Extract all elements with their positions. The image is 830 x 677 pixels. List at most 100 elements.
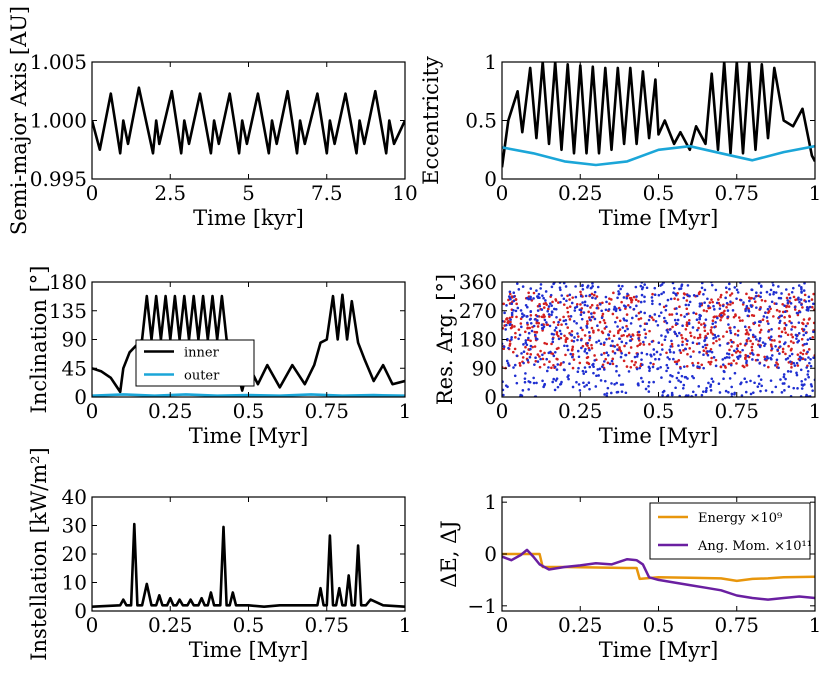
scatter-point-argument-1 <box>798 300 801 304</box>
scatter-point-argument-2 <box>513 325 516 328</box>
scatter-point-argument-1 <box>532 376 535 380</box>
scatter-point-argument-2 <box>603 327 607 330</box>
scatter-point-argument-1 <box>739 382 742 386</box>
scatter-point-argument-1 <box>631 316 634 320</box>
scatter-point-argument-2 <box>592 331 595 334</box>
scatter-point-argument-1 <box>619 383 623 386</box>
scatter-point-argument-2 <box>515 315 518 319</box>
scatter-point-argument-2 <box>529 353 533 356</box>
scatter-point-argument-1 <box>540 308 544 311</box>
scatter-point-argument-1 <box>639 324 642 328</box>
scatter-point-argument-1 <box>535 337 539 341</box>
scatter-point-argument-1 <box>617 374 621 377</box>
scatter-point-argument-1 <box>742 301 745 304</box>
scatter-point-argument-1 <box>812 302 815 306</box>
scatter-point-argument-1 <box>727 390 730 394</box>
scatter-point-argument-1 <box>701 390 705 393</box>
scatter-point-argument-1 <box>695 294 699 298</box>
scatter-point-argument-2 <box>739 342 742 346</box>
scatter-point-argument-1 <box>529 344 533 348</box>
scatter-point-argument-1 <box>698 304 702 308</box>
scatter-point-argument-2 <box>650 316 654 319</box>
scatter-point-argument-1 <box>811 389 814 392</box>
scatter-point-argument-1 <box>746 354 750 358</box>
scatter-point-argument-2 <box>611 312 615 316</box>
scatter-point-argument-1 <box>562 297 566 301</box>
scatter-point-argument-2 <box>626 334 629 338</box>
scatter-point-argument-1 <box>550 285 554 289</box>
y-axis-label: Inclination [°] <box>27 266 51 414</box>
scatter-point-argument-2 <box>790 333 793 336</box>
scatter-point-argument-1 <box>745 304 749 308</box>
scatter-point-argument-1 <box>550 304 554 307</box>
scatter-point-argument-2 <box>699 323 703 326</box>
scatter-point-argument-1 <box>777 366 780 370</box>
scatter-point-argument-1 <box>566 375 569 379</box>
scatter-point-argument-2 <box>757 294 760 298</box>
scatter-point-argument-1 <box>756 358 759 362</box>
scatter-point-argument-1 <box>555 315 558 319</box>
scatter-point-argument-1 <box>628 305 632 309</box>
x-tick-label: 0.75 <box>714 613 759 637</box>
scatter-point-argument-1 <box>613 351 617 355</box>
scatter-point-argument-2 <box>566 310 570 314</box>
scatter-point-argument-1 <box>600 353 603 356</box>
scatter-point-argument-1 <box>572 319 576 323</box>
scatter-point-argument-1 <box>695 318 699 322</box>
scatter-point-argument-1 <box>675 312 679 316</box>
scatter-point-argument-2 <box>552 320 556 324</box>
scatter-point-argument-1 <box>624 391 628 395</box>
scatter-point-argument-1 <box>764 311 767 315</box>
scatter-point-argument-1 <box>671 393 674 397</box>
scatter-point-argument-1 <box>608 362 612 366</box>
scatter-point-argument-1 <box>538 304 542 308</box>
scatter-point-argument-2 <box>592 311 596 315</box>
scatter-point-argument-2 <box>736 349 740 353</box>
scatter-point-argument-1 <box>512 291 516 295</box>
scatter-point-argument-1 <box>700 393 704 397</box>
scatter-point-argument-1 <box>565 344 569 348</box>
scatter-point-argument-2 <box>554 298 557 301</box>
scatter-point-argument-1 <box>619 355 623 359</box>
scatter-point-argument-1 <box>800 287 803 291</box>
scatter-point-argument-1 <box>755 291 758 295</box>
scatter-point-argument-1 <box>560 380 563 384</box>
scatter-point-argument-1 <box>758 307 762 311</box>
scatter-point-argument-2 <box>769 307 772 311</box>
scatter-point-argument-2 <box>747 326 751 329</box>
scatter-point-argument-1 <box>768 338 772 341</box>
scatter-point-argument-1 <box>604 308 608 312</box>
scatter-point-argument-1 <box>702 366 705 370</box>
scatter-point-argument-2 <box>602 343 606 346</box>
scatter-point-argument-1 <box>774 385 778 389</box>
scatter-point-argument-1 <box>778 319 782 323</box>
resonant-argument-axes-frame <box>501 281 816 398</box>
scatter-point-argument-2 <box>790 347 793 351</box>
scatter-point-argument-2 <box>736 329 740 333</box>
scatter-point-argument-2 <box>597 328 600 332</box>
scatter-point-argument-1 <box>547 366 550 369</box>
scatter-point-argument-1 <box>564 319 568 322</box>
y-tick-label: 0 <box>74 385 87 409</box>
scatter-point-argument-2 <box>557 334 560 338</box>
scatter-point-argument-1 <box>683 365 686 368</box>
scatter-point-argument-2 <box>630 359 634 363</box>
scatter-point-argument-2 <box>791 325 794 328</box>
scatter-point-argument-2 <box>780 330 784 334</box>
scatter-point-argument-2 <box>502 302 505 306</box>
scatter-point-argument-2 <box>517 328 521 331</box>
scatter-point-argument-2 <box>579 290 582 294</box>
scatter-point-argument-1 <box>704 343 707 347</box>
scatter-point-argument-1 <box>521 389 525 392</box>
scatter-point-argument-1 <box>510 313 514 317</box>
scatter-point-argument-2 <box>529 339 532 343</box>
scatter-point-argument-1 <box>529 287 533 290</box>
scatter-point-argument-2 <box>733 332 737 336</box>
scatter-point-argument-1 <box>675 362 679 366</box>
scatter-point-argument-2 <box>791 335 795 339</box>
scatter-point-argument-1 <box>698 302 702 305</box>
scatter-point-argument-1 <box>763 364 766 367</box>
scatter-point-argument-2 <box>601 301 604 305</box>
scatter-point-argument-1 <box>508 323 512 327</box>
scatter-point-argument-1 <box>661 394 664 397</box>
